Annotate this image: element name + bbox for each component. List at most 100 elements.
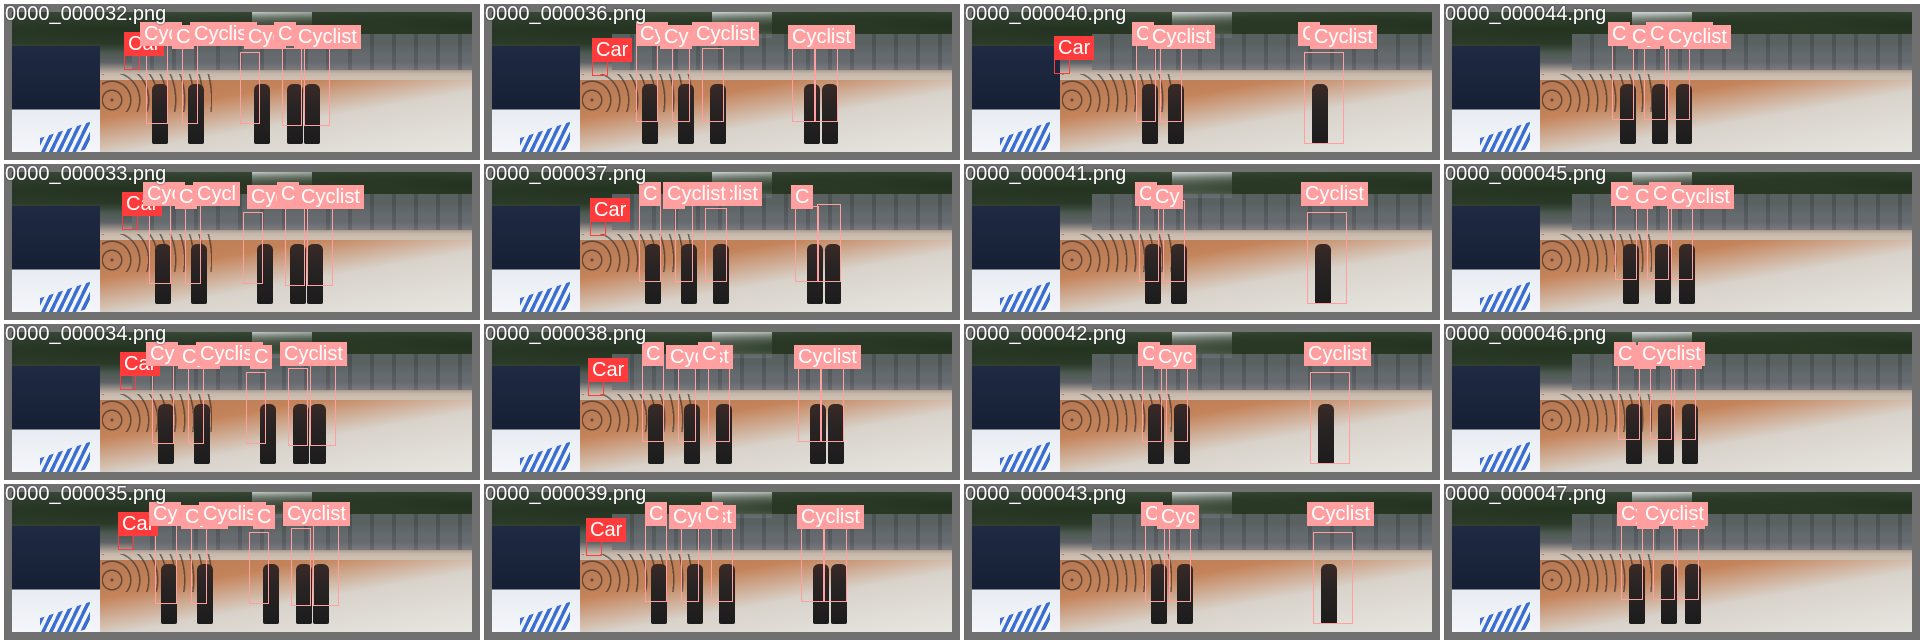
cyclist-label: C	[698, 342, 721, 366]
street-scene-photo: CarCCCyclistCCyclist	[492, 172, 952, 312]
cyclist-bounding-box	[1163, 200, 1185, 282]
car-label: Car	[1054, 36, 1095, 60]
truck-side	[492, 206, 580, 312]
frame-filename: 0000_000039.png	[485, 484, 647, 505]
frame-filename: 0000_000035.png	[5, 484, 167, 505]
street-scene-photo: C C Cy Cyclist	[1452, 172, 1912, 312]
pedestrian	[1174, 404, 1190, 464]
result-tile: CarCCyclistCCyclist0000_000038.png	[484, 324, 960, 480]
pedestrian	[719, 564, 735, 624]
cyclist-bounding-box	[1142, 360, 1162, 442]
pedestrian	[293, 404, 309, 464]
cyclist-bounding-box	[1145, 520, 1165, 602]
cyclist-bounding-box	[188, 360, 204, 444]
cyclist-bounding-box	[1677, 522, 1699, 600]
frame-filename: 0000_000045.png	[1445, 164, 1607, 185]
result-tile: CCCCyCyclist0000_000046.png	[1444, 324, 1920, 480]
truck-side	[1452, 526, 1540, 632]
cyclist-label: C	[274, 22, 297, 46]
cyclist-bounding-box	[1136, 40, 1156, 122]
result-tile: C Cy Cyclist 0000_000041.png	[964, 164, 1440, 320]
pedestrian	[310, 404, 326, 464]
cyclist-bounding-box	[678, 364, 696, 442]
cyclist-bounding-box	[1313, 532, 1353, 624]
cyclist-label: Cyclist	[663, 182, 730, 206]
pedestrian	[1315, 244, 1331, 304]
result-tile: CCyCyclistCyclist0000_000044.png	[1444, 4, 1920, 160]
truck-logo-icon	[1480, 441, 1530, 472]
bikes-area	[102, 554, 212, 592]
cyclist-bounding-box	[282, 48, 302, 126]
truck-logo-icon	[40, 281, 90, 312]
car-label: Car	[592, 38, 633, 62]
cyclist-label: Cyclist	[1667, 185, 1734, 209]
cyclist-label: Cyclist	[1304, 342, 1371, 366]
cyclist-bounding-box	[1647, 198, 1669, 280]
pedestrian	[1655, 244, 1671, 304]
truck-logo-icon	[520, 281, 570, 312]
cyclist-bounding-box	[1612, 40, 1634, 120]
street-scene-photo: C Cy Cyclist	[972, 172, 1432, 312]
pedestrian	[1312, 84, 1328, 144]
frame-filename: 0000_000037.png	[485, 164, 647, 185]
cyclist-bounding-box	[288, 368, 308, 446]
truck-logo-icon	[40, 121, 90, 152]
pedestrian	[1321, 564, 1337, 624]
result-tile: CarCyCyclCyclistCCyclist0000_000035.png	[4, 484, 480, 640]
pedestrian	[1679, 244, 1695, 304]
truck-side	[972, 206, 1060, 312]
cyclist-label: C	[642, 342, 665, 366]
cyclist-label: C	[1611, 182, 1634, 206]
street-scene-photo: CarCCyclistCCyclist	[492, 492, 952, 632]
street-scene-photo: CarCyCyclCyclistCCyclist	[12, 492, 472, 632]
street-scene-photo: CarCycCCyclCycliCCyclist	[12, 172, 472, 312]
pedestrian	[642, 84, 658, 144]
building-area	[612, 514, 952, 550]
truck-logo-icon	[1480, 601, 1530, 632]
pedestrian	[1145, 244, 1161, 304]
cyclist-label: Cyclist	[294, 25, 361, 49]
cyclist-bounding-box	[310, 364, 336, 446]
cyclist-bounding-box	[792, 46, 816, 122]
cyclist-label: Cyclist	[797, 505, 864, 529]
truck-side	[12, 46, 100, 152]
street-scene-photo: CarCyCycCyclistCCyclist	[12, 332, 472, 472]
cyclist-label: Cyclist	[283, 502, 350, 526]
pedestrian	[831, 564, 847, 624]
car-label: Car	[588, 358, 629, 382]
street-scene-photo: C Cyc Cyclist	[972, 492, 1432, 632]
cyclist-bounding-box	[307, 204, 333, 286]
cyclist-bounding-box	[155, 520, 177, 604]
cyclist-label: Cyclist	[794, 345, 861, 369]
result-tile: CyCCCyCyclist0000_000047.png	[1444, 484, 1920, 640]
cyclist-label: Cyclist	[1301, 182, 1368, 206]
pedestrian	[161, 564, 177, 624]
cyclist-bounding-box	[820, 364, 844, 442]
pedestrian	[1168, 84, 1184, 144]
cyclist-bounding-box	[1310, 372, 1350, 464]
result-tile: C C Cy Cyclist 0000_000045.png	[1444, 164, 1920, 320]
pedestrian	[1620, 84, 1636, 144]
frame-filename: 0000_000042.png	[965, 324, 1127, 345]
street-scene-photo: CarCCyclistCCyclist	[972, 12, 1432, 152]
bikes-area	[582, 74, 692, 112]
cyclist-bounding-box	[243, 212, 263, 284]
frame-filename: 0000_000044.png	[1445, 4, 1607, 25]
street-scene-photo: C Cyc Cyclist	[972, 332, 1432, 472]
street-scene-photo: CarCycCCyclistCycCCyclist	[12, 12, 472, 152]
frame-filename: 0000_000036.png	[485, 4, 647, 25]
cyclist-bounding-box	[1307, 212, 1347, 304]
cyclist-label: Cyclist	[1641, 502, 1708, 526]
cyclist-label: C	[1614, 342, 1637, 366]
truck-logo-icon	[1000, 121, 1050, 152]
result-tile: Car Cy Cy Cyclist Cyclist 0000_000036.png	[484, 4, 960, 160]
cyclist-label: Cyclist	[1307, 502, 1374, 526]
cyclist-label: C	[1608, 22, 1631, 46]
cyclist-label: C	[253, 505, 276, 529]
cyclist-bounding-box	[823, 524, 847, 602]
truck-logo-icon	[520, 121, 570, 152]
pedestrian	[1661, 564, 1677, 624]
truck-side	[972, 366, 1060, 472]
cyclist-bounding-box	[304, 44, 330, 126]
